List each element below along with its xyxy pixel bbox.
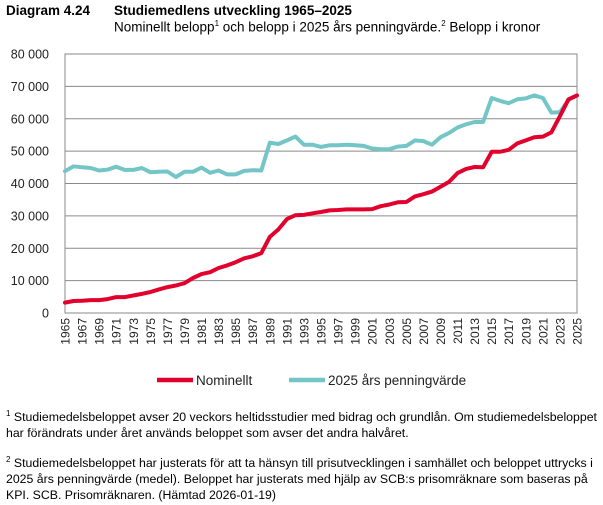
x-tick-label: 2019: [519, 318, 533, 345]
y-tick-label: 0: [42, 307, 49, 321]
y-tick-label: 20 000: [11, 242, 49, 256]
footnote-text: Studiemedelsbeloppet har justerats för a…: [6, 456, 593, 503]
x-tick-label: 1983: [212, 318, 226, 345]
x-tick-label: 1997: [332, 318, 346, 345]
series-line-2025-års-penningvärde: [63, 93, 579, 179]
legend-label: 2025 års penningvärde: [328, 373, 466, 388]
y-tick-label: 30 000: [11, 209, 49, 223]
plot-frame: [64, 53, 578, 314]
x-tick-label: 1999: [349, 318, 363, 345]
x-tick-label: 2003: [383, 318, 397, 345]
x-tick-label: 2005: [400, 318, 414, 345]
x-tick-label: 1995: [315, 318, 329, 345]
footnote-1: 1 Studiemedelsbeloppet avser 20 veckors …: [6, 406, 598, 441]
footnote-number: 1: [6, 409, 11, 418]
chart-subtitle: Nominellt belopp1 och belopp i 2025 års …: [114, 19, 540, 35]
x-tick-label: 1965: [59, 318, 73, 345]
footnote-number: 2: [6, 455, 11, 464]
x-tick-label: 2025: [571, 318, 585, 345]
x-tick-label: 2011: [451, 318, 465, 344]
y-tick-label: 60 000: [11, 112, 49, 126]
x-tick-label: 1987: [246, 318, 260, 345]
x-tick-label: 1989: [263, 318, 277, 345]
x-tick-label: 1979: [178, 318, 192, 345]
subtitle-text: och belopp i 2025 års penningvärde.: [219, 19, 442, 35]
x-tick-label: 1969: [93, 318, 107, 345]
x-tick-label: 2015: [485, 318, 499, 345]
y-tick-label: 10 000: [11, 274, 49, 288]
y-tick-label: 80 000: [11, 48, 49, 62]
diagram-label: Diagram 4.24: [6, 3, 91, 18]
x-tick-label: 1993: [297, 318, 311, 345]
x-tick-label: 1973: [127, 318, 141, 345]
x-tick-label: 1991: [280, 318, 294, 345]
x-tick-label: 2017: [502, 318, 516, 345]
x-tick-label: 1985: [229, 318, 243, 345]
y-tick-label: 50 000: [11, 145, 49, 159]
x-tick-label: 1981: [195, 318, 209, 345]
series-line-nominellt: [63, 93, 579, 305]
x-tick-label: 2007: [417, 318, 431, 345]
chart-title: Studiemedlens utveckling 1965–2025: [114, 3, 352, 18]
footnote-2: 2 Studiemedelsbeloppet har justerats för…: [6, 452, 598, 503]
subtitle-text: Nominellt belopp: [114, 19, 215, 35]
x-tick-label: 1977: [161, 318, 175, 345]
subtitle-text: Belopp i kronor: [445, 19, 541, 35]
x-tick-label: 1971: [110, 318, 124, 345]
x-tick-label: 2023: [553, 318, 567, 345]
x-tick-label: 2021: [536, 318, 550, 345]
y-tick-label: 40 000: [11, 177, 49, 191]
x-tick-label: 2009: [434, 318, 448, 345]
x-tick-label: 1975: [144, 318, 158, 345]
footnote-ref: 1: [214, 19, 220, 28]
footnote-ref: 2: [441, 19, 446, 28]
footnote-text: Studiemedelsbeloppet avser 20 veckors he…: [6, 410, 597, 441]
line-chart: 0 10 000 20 000 30 000 40 000 50 000 60 000 70 …: [11, 48, 585, 389]
y-tick-label: 70 000: [11, 80, 49, 94]
legend-label: Nominellt: [196, 373, 253, 388]
x-tick-label: 1967: [76, 318, 90, 345]
x-tick-label: 2001: [366, 318, 380, 345]
x-tick-label: 2013: [468, 318, 482, 345]
